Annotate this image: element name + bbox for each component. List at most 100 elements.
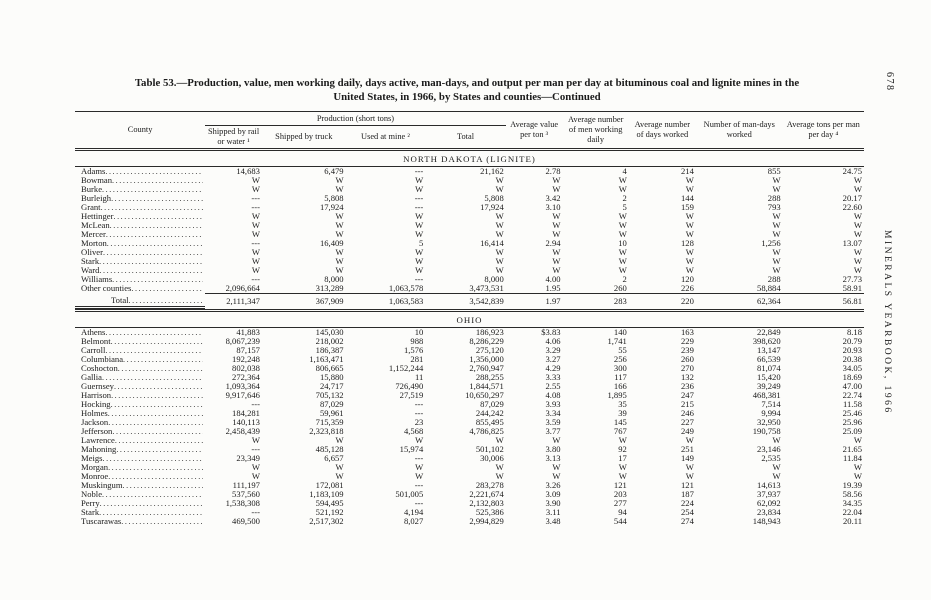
value-cell: 81,074 (757, 364, 781, 374)
value-cell: 145 (613, 418, 627, 428)
value-cell: W (552, 211, 561, 221)
county-row: Williams --- 8,000 --- 8,000 4.00 2 120 288 27.73 (75, 275, 864, 284)
value-cell: W (335, 472, 344, 482)
value-cell: 6,479 (324, 166, 344, 176)
value-cell: 62,092 (757, 499, 781, 509)
value-cell: W (552, 436, 561, 446)
value-cell: 2,111,347 (205, 292, 262, 313)
value-cell: 11 (415, 373, 424, 383)
county-name: Hocking (81, 400, 111, 410)
value-cell: 21.65 (842, 445, 862, 455)
col-header-avg-value: Average value per ton ³ (505, 111, 563, 151)
value-cell: 5,808 (324, 193, 344, 203)
county-row: Lawrence W W W W W W W W W (75, 436, 864, 445)
value-cell: 186,387 (315, 346, 344, 356)
value-cell: 14,683 (236, 166, 260, 176)
value-cell: 8,027 (403, 517, 424, 527)
value-cell: --- (251, 508, 260, 518)
county-name: Total (111, 294, 129, 305)
county-name: Burke (81, 184, 103, 194)
value-cell: W (552, 220, 561, 230)
county-row: Burleigh --- 5,808 --- 5,808 3.42 2 144 288 20.17 (75, 194, 864, 203)
value-cell: 3.13 (545, 454, 561, 464)
value-cell: W (495, 184, 504, 194)
county-name-cell: Grant (75, 203, 205, 212)
value-cell: 1.95 (545, 283, 561, 293)
value-cell: 3.80 (545, 445, 561, 455)
value-cell: W (772, 220, 781, 230)
dot-leader (107, 239, 203, 248)
value-cell: W (853, 211, 862, 221)
table-body: NORTH DAKOTA (LIGNITE)Adams 14,683 6,479 --… (75, 147, 864, 527)
value-cell: 8.18 (846, 327, 862, 338)
value-cell: W (495, 247, 504, 257)
value-cell: 274 (680, 517, 694, 527)
county-name: Meigs (81, 454, 103, 464)
value-cell: W (685, 436, 694, 446)
county-name: Gallia (81, 373, 102, 383)
county-name-cell: Morgan (75, 463, 205, 472)
county-row: Morgan W W W W W W W W W (75, 463, 864, 472)
county-name: Lawrence (81, 436, 115, 446)
value-cell: 20.11 (842, 517, 862, 527)
value-cell: 256 (613, 355, 627, 365)
value-cell: W (618, 184, 627, 194)
county-row: Athens 41,883 145,030 10 186,923 $3.83 140 163 2… (75, 328, 864, 338)
value-cell: W (251, 265, 260, 275)
county-name: Burleigh (81, 193, 112, 203)
county-name-cell: Guernsey (75, 382, 205, 391)
value-cell: 14,613 (757, 481, 781, 491)
value-cell: 121 (613, 481, 627, 491)
value-cell: W (552, 184, 561, 194)
county-row: Hocking --- 87,029 --- 87,029 3.93 35 215 7,514 1… (75, 400, 864, 409)
county-name-cell: Athens (75, 328, 205, 337)
county-name: Monroe (81, 472, 109, 482)
value-cell: 254 (680, 508, 694, 518)
dot-leader (105, 346, 203, 355)
value-cell: W (251, 184, 260, 194)
value-cell: 34.35 (842, 499, 862, 509)
col-header-tons-per-day: Average tons per man per day ⁴ (782, 111, 864, 151)
value-cell: 3.42 (545, 193, 561, 203)
county-name-cell: Muskingum (75, 481, 205, 490)
dot-leader (105, 328, 203, 337)
value-cell: W (685, 247, 694, 257)
value-cell: W (618, 265, 627, 275)
county-name-cell: Stark (75, 508, 205, 517)
value-cell: 288 (767, 193, 781, 203)
value-cell: 144 (680, 193, 694, 203)
value-cell: 277 (613, 499, 627, 509)
value-cell: 469,500 (232, 517, 260, 527)
value-cell: W (772, 472, 781, 482)
value-cell: 260 (613, 283, 627, 293)
value-cell: 148,943 (752, 517, 781, 527)
county-name-cell: Burke (75, 185, 205, 194)
county-name: Williams (81, 274, 113, 284)
value-cell: W (618, 247, 627, 257)
value-cell: 5 (418, 238, 424, 248)
county-row: Carroll 87,157 186,387 1,576 275,120 3.29 55 23… (75, 346, 864, 355)
value-cell: 236 (680, 382, 694, 392)
value-cell: 25.09 (842, 427, 862, 437)
value-cell: W (335, 247, 344, 257)
value-cell: 398,620 (752, 337, 781, 347)
value-cell: W (552, 265, 561, 275)
value-cell: W (853, 175, 862, 185)
value-cell: W (685, 265, 694, 275)
value-cell: W (618, 211, 627, 221)
value-cell: 8,000 (324, 274, 344, 284)
value-cell: 66,539 (757, 355, 781, 365)
value-cell: 20.17 (842, 193, 862, 203)
value-cell: W (772, 211, 781, 221)
value-cell: W (415, 211, 424, 221)
county-name-cell: Carroll (75, 346, 205, 355)
dot-leader (111, 194, 203, 203)
value-cell: W (415, 265, 424, 275)
value-cell: 47.00 (842, 382, 862, 392)
value-cell: W (618, 229, 627, 239)
value-cell: --- (251, 445, 260, 455)
value-cell: 140 (613, 327, 627, 338)
county-name-cell: Total (75, 293, 206, 310)
county-name-cell: Gallia (75, 373, 205, 382)
county-name: Mahoning (81, 445, 117, 455)
